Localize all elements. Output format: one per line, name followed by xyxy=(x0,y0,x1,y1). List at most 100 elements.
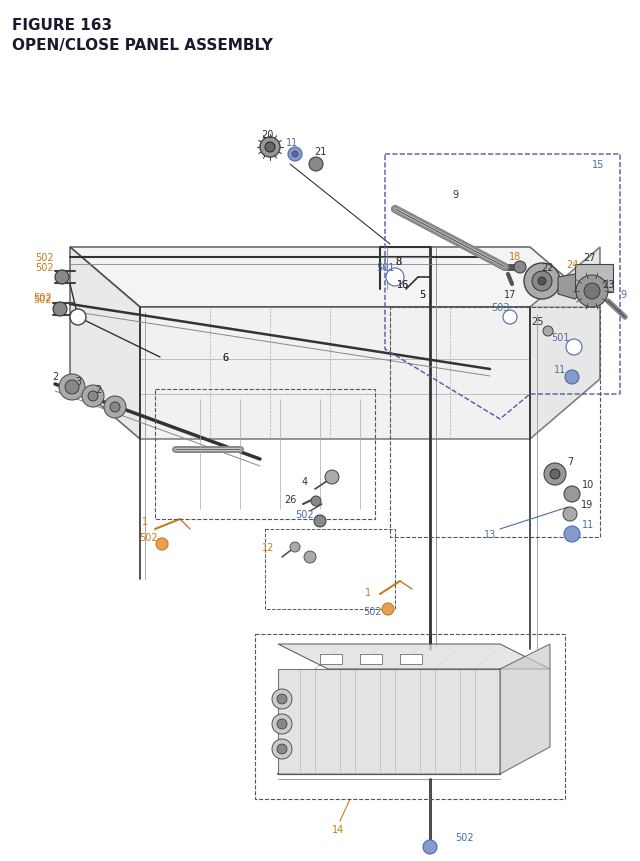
Polygon shape xyxy=(558,275,580,300)
Bar xyxy=(255,635,565,799)
Polygon shape xyxy=(278,644,550,669)
Text: 3: 3 xyxy=(75,376,81,387)
Circle shape xyxy=(309,158,323,172)
Text: 502: 502 xyxy=(363,606,381,616)
Text: 4: 4 xyxy=(302,476,308,486)
Circle shape xyxy=(566,339,582,356)
Polygon shape xyxy=(140,307,530,439)
Text: FIGURE 163: FIGURE 163 xyxy=(12,18,112,33)
Circle shape xyxy=(386,269,404,287)
Circle shape xyxy=(277,719,287,729)
Circle shape xyxy=(550,469,560,480)
Text: 2: 2 xyxy=(52,372,58,381)
Circle shape xyxy=(584,283,600,300)
Text: 11: 11 xyxy=(554,364,566,375)
Circle shape xyxy=(564,526,580,542)
Text: 20: 20 xyxy=(261,130,273,139)
Circle shape xyxy=(532,272,552,292)
Text: 2: 2 xyxy=(95,385,101,394)
Circle shape xyxy=(314,516,326,528)
Circle shape xyxy=(563,507,577,522)
Circle shape xyxy=(503,311,517,325)
Text: 10: 10 xyxy=(582,480,594,489)
Circle shape xyxy=(265,143,275,152)
Circle shape xyxy=(292,152,298,158)
Circle shape xyxy=(59,375,85,400)
Bar xyxy=(320,654,342,664)
Circle shape xyxy=(514,262,526,274)
Bar xyxy=(360,654,382,664)
Circle shape xyxy=(304,551,316,563)
Circle shape xyxy=(576,276,608,307)
Text: 14: 14 xyxy=(332,824,344,834)
Text: 26: 26 xyxy=(284,494,296,505)
Polygon shape xyxy=(70,248,140,439)
Polygon shape xyxy=(500,644,550,774)
Text: 502: 502 xyxy=(34,294,52,305)
Text: 6: 6 xyxy=(222,353,228,362)
Circle shape xyxy=(272,739,292,759)
Circle shape xyxy=(272,689,292,709)
Text: 23: 23 xyxy=(602,280,614,289)
Circle shape xyxy=(156,538,168,550)
Circle shape xyxy=(277,744,287,754)
Text: 12: 12 xyxy=(262,542,274,553)
Circle shape xyxy=(382,604,394,616)
Text: 501: 501 xyxy=(376,263,394,273)
Circle shape xyxy=(524,263,560,300)
Circle shape xyxy=(70,310,86,325)
Text: 15: 15 xyxy=(592,160,604,170)
Circle shape xyxy=(104,397,126,418)
Text: 502: 502 xyxy=(34,293,52,303)
Text: 18: 18 xyxy=(509,251,521,262)
Text: 19: 19 xyxy=(581,499,593,510)
Text: 8: 8 xyxy=(395,257,401,267)
Circle shape xyxy=(65,381,79,394)
Circle shape xyxy=(564,486,580,503)
Circle shape xyxy=(55,270,69,285)
Circle shape xyxy=(544,463,566,486)
Text: 1: 1 xyxy=(365,587,371,598)
Text: 9: 9 xyxy=(452,189,458,200)
Text: 21: 21 xyxy=(314,147,326,157)
Text: 6: 6 xyxy=(222,353,228,362)
Text: 5: 5 xyxy=(419,289,425,300)
Bar xyxy=(155,389,375,519)
Bar xyxy=(390,307,600,537)
Text: 25: 25 xyxy=(532,317,544,326)
Bar xyxy=(400,654,422,664)
Circle shape xyxy=(538,278,546,286)
Polygon shape xyxy=(70,248,600,307)
Text: 502: 502 xyxy=(36,253,54,263)
Text: 7: 7 xyxy=(567,456,573,467)
Text: 11: 11 xyxy=(286,138,298,148)
Circle shape xyxy=(110,403,120,412)
Circle shape xyxy=(260,138,280,158)
Text: 503: 503 xyxy=(491,303,509,313)
Circle shape xyxy=(311,497,321,506)
Text: 16: 16 xyxy=(397,280,409,289)
Polygon shape xyxy=(278,669,500,774)
Bar xyxy=(575,264,613,293)
Text: 8: 8 xyxy=(395,257,401,267)
Text: 502: 502 xyxy=(296,510,314,519)
Polygon shape xyxy=(530,248,600,439)
Text: 501: 501 xyxy=(551,332,569,343)
Text: 9: 9 xyxy=(620,289,626,300)
Text: 502: 502 xyxy=(36,263,54,273)
Circle shape xyxy=(53,303,67,317)
Circle shape xyxy=(288,148,302,162)
Text: 17: 17 xyxy=(504,289,516,300)
Text: 502: 502 xyxy=(456,832,474,842)
Circle shape xyxy=(543,326,553,337)
Text: 16: 16 xyxy=(397,280,409,289)
Text: 22: 22 xyxy=(541,263,553,273)
Text: 27: 27 xyxy=(584,253,596,263)
Circle shape xyxy=(290,542,300,553)
Text: 24: 24 xyxy=(566,260,578,269)
Bar xyxy=(265,530,395,610)
Text: 5: 5 xyxy=(419,289,425,300)
Circle shape xyxy=(82,386,104,407)
Circle shape xyxy=(423,840,437,854)
Circle shape xyxy=(88,392,98,401)
